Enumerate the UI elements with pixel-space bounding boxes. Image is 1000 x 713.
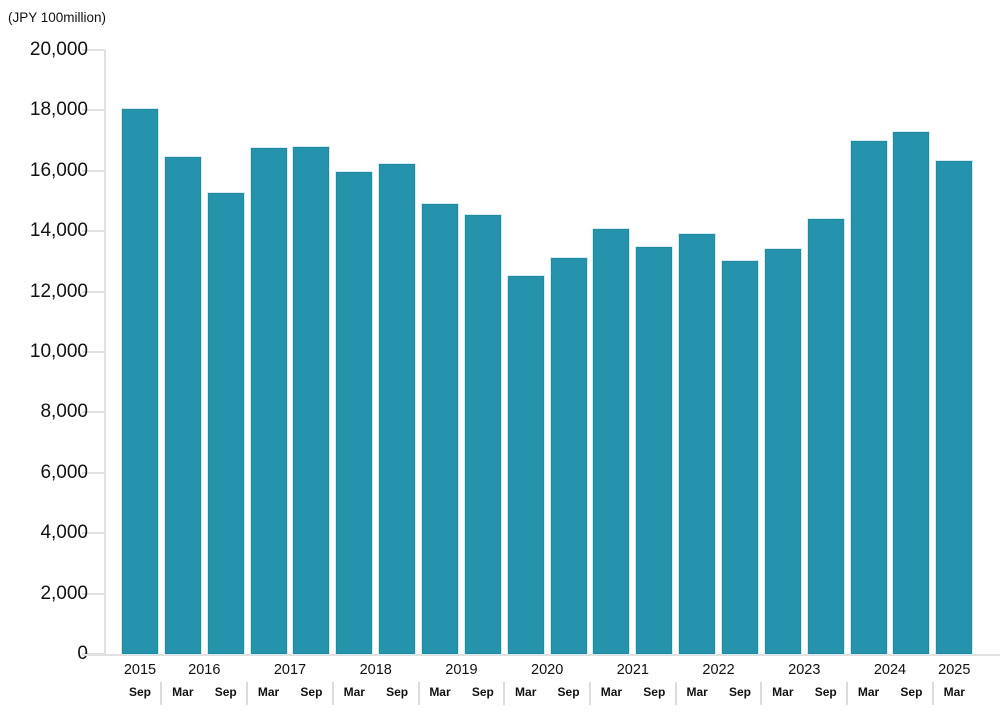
y-tick-mark: [82, 411, 105, 414]
year-group-separator: [674, 682, 677, 705]
y-tick-label: 10,000: [29, 341, 88, 362]
x-year-label: 2019: [445, 662, 478, 678]
bar: [379, 164, 416, 654]
year-group-separator: [931, 682, 934, 705]
y-tick-label: 18,000: [29, 99, 88, 121]
x-month-label: Mar: [172, 685, 194, 699]
x-year-label: 2015: [123, 662, 157, 678]
x-year-label: 2018: [359, 662, 392, 678]
y-tick-mark: [82, 230, 105, 233]
y-tick-mark: [82, 592, 105, 595]
year-group-separator: [331, 682, 334, 705]
year-group-separator: [588, 682, 591, 705]
bar: [593, 228, 630, 654]
unit-label: (JPY 100million): [8, 10, 107, 25]
bar: [893, 132, 930, 654]
bar: [122, 109, 158, 654]
y-tick-mark: [82, 532, 105, 535]
bar: [207, 193, 244, 654]
x-year-label: 2025: [938, 662, 971, 678]
x-year-label: 2020: [531, 662, 564, 678]
y-tick-mark: [82, 109, 105, 112]
x-month-label: Sep: [386, 685, 409, 699]
y-axis-line: [104, 50, 106, 654]
x-year-label: 2021: [616, 662, 649, 678]
bar: [336, 172, 373, 654]
x-year-label: 2017: [273, 662, 307, 678]
x-month-label: Mar: [686, 685, 708, 699]
bar: [636, 246, 673, 654]
y-tick-mark: [82, 169, 105, 172]
x-month-label: Sep: [814, 685, 837, 699]
year-group-separator: [160, 682, 163, 705]
y-tick-label: 20,000: [29, 39, 88, 60]
y-tick-mark: [82, 290, 105, 293]
x-month-label: Mar: [943, 685, 965, 699]
x-month-label: Mar: [772, 685, 794, 699]
x-month-label: Mar: [429, 685, 451, 699]
y-tick-label: 8,000: [40, 401, 88, 423]
x-year-label: 2024: [873, 662, 907, 678]
x-month-label: Mar: [343, 685, 365, 699]
year-group-separator: [760, 682, 763, 705]
x-month-label: Mar: [600, 685, 623, 699]
bar: [250, 148, 287, 654]
year-group-separator: [417, 682, 420, 705]
x-month-label: Sep: [214, 685, 237, 699]
x-axis-line: [82, 654, 1000, 656]
bar: [764, 248, 801, 654]
x-month-label: Mar: [857, 685, 880, 699]
y-tick-mark: [82, 351, 105, 353]
bar: [293, 146, 330, 654]
x-year-label: 2016: [188, 662, 221, 678]
year-group-separator: [846, 682, 849, 705]
y-tick-mark: [82, 49, 105, 51]
y-tick-label: 6,000: [40, 461, 88, 483]
bar: [507, 275, 544, 654]
x-month-label: Sep: [557, 685, 580, 699]
x-month-label: Sep: [728, 685, 751, 699]
y-tick-label: 16,000: [29, 159, 88, 181]
bar: [164, 157, 201, 654]
y-tick-mark: [82, 471, 105, 474]
bar: [550, 258, 587, 654]
y-tick-label: 12,000: [29, 280, 88, 302]
x-month-label: Sep: [300, 685, 323, 699]
y-tick-label: 14,000: [29, 220, 88, 242]
x-month-label: Sep: [900, 685, 923, 699]
x-month-label: Mar: [257, 685, 280, 699]
bar: [464, 215, 501, 654]
x-year-label: 2022: [702, 662, 735, 678]
bar: [721, 261, 758, 654]
x-month-label: Sep: [471, 685, 494, 699]
x-month-label: Sep: [643, 685, 666, 699]
x-month-label: Sep: [128, 685, 151, 699]
year-group-separator: [246, 682, 249, 705]
bar: [679, 234, 716, 654]
bar: [936, 161, 973, 654]
bar: [421, 204, 458, 654]
y-tick-label: 0: [0, 644, 88, 664]
y-tick-label: 4,000: [40, 522, 88, 544]
y-tick-label: 2,000: [40, 582, 88, 604]
bar: [807, 219, 844, 654]
x-year-label: 2023: [788, 662, 821, 678]
year-group-separator: [503, 682, 506, 705]
x-month-label: Mar: [515, 685, 537, 699]
bar: [850, 141, 887, 654]
